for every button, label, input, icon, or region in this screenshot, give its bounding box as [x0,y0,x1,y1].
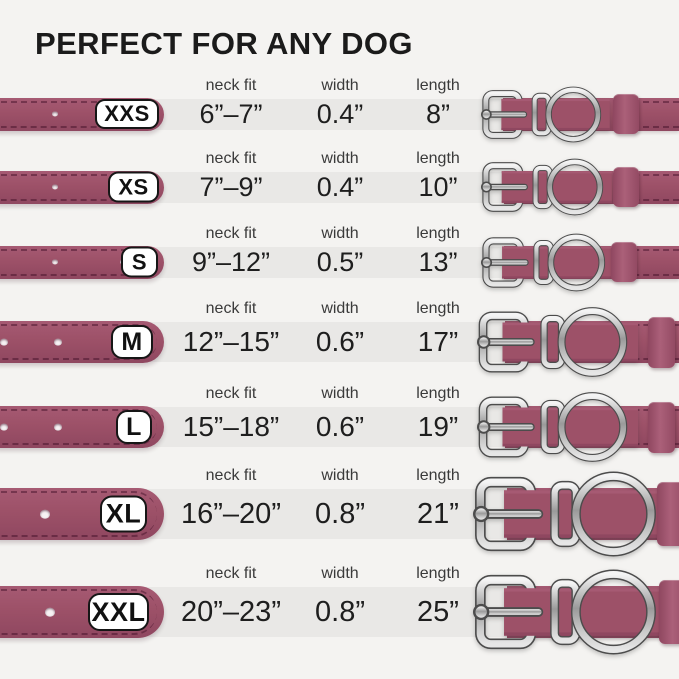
collar-buckle-graphic [473,471,669,557]
length-column-label: length [416,149,460,167]
neck-fit-column-label: neck fit [205,467,257,484]
strap-hole [54,423,62,431]
buckle-prong-icon [481,108,528,120]
leather-keeper [659,580,679,644]
strap-hole [45,607,55,617]
length-value: 19” [417,411,459,442]
collar-strap-left: XXL [0,586,164,638]
collar-strap-left: L [0,406,164,448]
length-column-label: length [416,467,460,484]
collar-strap-left: M [0,321,164,363]
width-value: 0.8” [315,596,365,628]
collar-buckle-graphic [481,158,612,216]
leather-keeper [613,94,639,134]
neck-fit-value: 6”–7” [199,98,263,129]
collar-buckle-graphic [477,392,638,462]
collar-buckle-graphic [481,86,610,142]
collar-strap-left: XL [0,488,164,540]
collar-buckle-graphic [477,307,638,377]
width-value: 0.4” [316,171,364,202]
size-badge: S [121,246,158,278]
neck-fit-value: 12”–15” [182,326,280,357]
collar-strap-left: S [0,245,164,279]
size-badge: XXL [88,593,149,631]
buckle-prong-icon [473,505,544,523]
leather-keeper [657,482,679,546]
neck-fit-column-label: neck fit [205,76,257,94]
buckle-prong-icon [477,335,535,349]
d-ring-icon [546,158,604,216]
d-ring-icon [557,392,628,462]
d-ring-icon [545,86,602,142]
neck-fit-column-label: neck fit [205,149,257,167]
leather-keeper [613,167,639,207]
neck-fit-column-label: neck fit [205,224,257,242]
strap-hole [40,509,50,519]
strap-hole [0,423,8,431]
neck-fit-value: 15”–18” [182,411,280,442]
neck-fit-value: 7”–9” [199,171,263,202]
length-column-label: length [416,224,460,242]
leather-keeper [611,242,637,282]
neck-fit-column-label: neck fit [205,385,257,402]
width-column-label: width [321,565,359,582]
width-column-label: width [321,224,359,242]
size-badge: XXS [95,99,159,129]
size-badge: XS [108,171,159,203]
length-column-label: length [416,565,460,582]
leather-keeper [648,316,675,368]
collar-buckle-graphic [481,233,614,291]
buckle-prong-icon [481,256,529,268]
length-value: 13” [418,246,458,277]
width-column-label: width [321,467,359,484]
d-ring-icon [571,569,656,655]
length-column-label: length [416,76,460,94]
length-value: 21” [417,498,459,530]
width-value: 0.8” [315,498,365,530]
leather-keeper [648,401,675,453]
width-column-label: width [321,385,359,402]
buckle-prong-icon [473,603,544,621]
width-column-label: width [321,76,359,94]
neck-fit-column-label: neck fit [205,300,257,317]
d-ring-icon [571,471,656,557]
neck-fit-value: 9”–12” [191,246,271,277]
strap-hole [54,338,62,346]
strap-hole [52,184,58,190]
strap-hole [0,338,8,346]
collar-buckle-graphic [473,569,669,655]
buckle-prong-icon [477,420,535,434]
length-value: 17” [417,326,459,357]
strap-hole [52,259,58,265]
size-badge: XL [100,495,147,533]
width-value: 0.5” [316,246,364,277]
buckle-prong-icon [481,181,528,193]
size-badge: L [116,410,152,444]
d-ring-icon [557,307,628,377]
size-badge: M [111,325,153,359]
collar-strap-left: XXS [0,97,164,131]
width-value: 0.6” [315,326,365,357]
width-value: 0.4” [316,98,364,129]
length-column-label: length [416,300,460,317]
neck-fit-column-label: neck fit [205,565,257,582]
d-ring-icon [547,233,606,291]
width-column-label: width [321,149,359,167]
collar-strap-left: XS [0,170,164,204]
width-value: 0.6” [315,411,365,442]
strap-hole [52,111,58,117]
length-value: 10” [418,171,458,202]
length-value: 25” [417,596,459,628]
neck-fit-value: 20”–23” [181,596,281,628]
length-column-label: length [416,385,460,402]
width-column-label: width [321,300,359,317]
length-value: 8” [425,98,451,129]
page-title: PERFECT FOR ANY DOG [35,26,413,61]
neck-fit-value: 16”–20” [181,498,281,530]
